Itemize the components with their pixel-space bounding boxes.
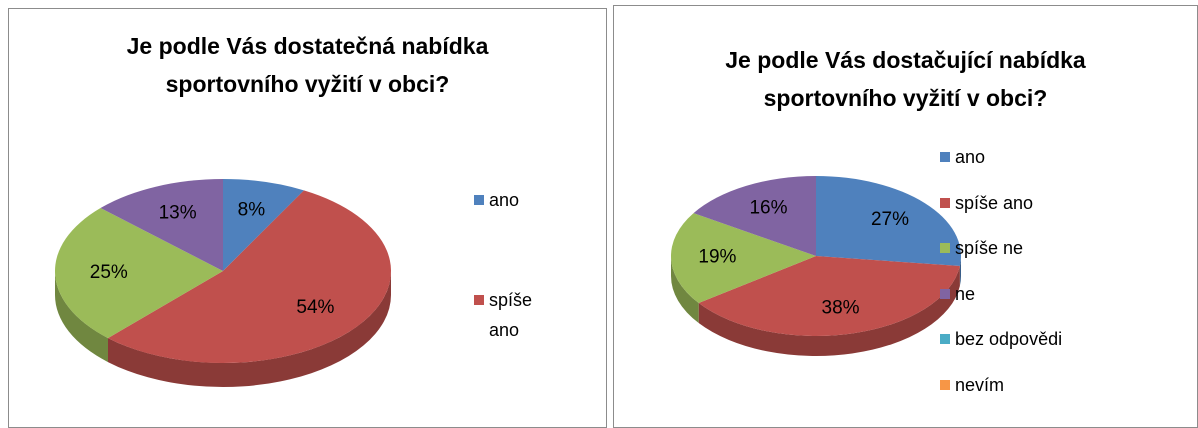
data-label: 19% [698,247,736,268]
legend-label: spíše ano [489,290,533,340]
slice [671,213,816,304]
chart-title: Je podle Vás dostatečná nabídka sportovn… [126,33,489,97]
data-label: 8% [238,199,266,220]
data-label: 27% [871,209,909,230]
legend-item: ano [940,142,985,172]
legend-label: spíše ne [955,238,1024,258]
legend-item: spíše ne [940,233,1023,263]
slice [698,256,960,337]
slice-side [959,256,961,287]
data-label: 38% [822,298,860,319]
slice-side [671,256,699,324]
chart-panel: 27% 38% 19% 16% Je podle Vás dostačující na… [613,5,1198,428]
legend-swatch [940,334,950,344]
slice [816,176,961,267]
chart-panel: 8% 54% 25% 13% Je podle Vás dostatečná nabí… [8,8,607,428]
legend-swatch [940,288,950,299]
legend-swatch [474,295,484,305]
chart: 27% 38% 19% 16% [671,176,961,357]
data-label: 25% [90,262,128,283]
legend-item: spíše ano [474,285,554,345]
legend-item: ano [474,185,519,215]
legend-swatch [940,243,950,253]
legend-item: bez odpovědi [940,324,1062,354]
legend-swatch [940,197,950,208]
legend-item: ne [940,279,975,309]
slice-side [55,271,108,363]
legend-swatch [474,195,484,205]
data-label: 16% [749,197,787,218]
legend-label: bez odpovědi [955,329,1063,349]
data-label: 54% [296,297,334,318]
slice [693,176,816,256]
legend-item: spíše ano [940,188,1033,218]
legend-label: ano [489,190,520,210]
legend-label: ne [955,283,976,304]
slice-side [107,271,391,387]
slice [100,179,223,271]
legend-label: spíše ano [955,192,1034,213]
slice [223,179,304,271]
data-label: 13% [159,203,197,224]
slice [54,208,223,339]
legend-label: ano [955,147,986,167]
legend-label: nevím [955,374,1005,395]
legend-item: nevím [940,370,1004,400]
legend-swatch [940,152,950,162]
chart: 8% 54% 25% 13% [54,179,391,387]
chart-title: Je podle Vás dostačující nabídka sportov… [725,47,1086,111]
slice-side [698,266,960,357]
legend-swatch [940,379,950,390]
slice [107,190,391,363]
